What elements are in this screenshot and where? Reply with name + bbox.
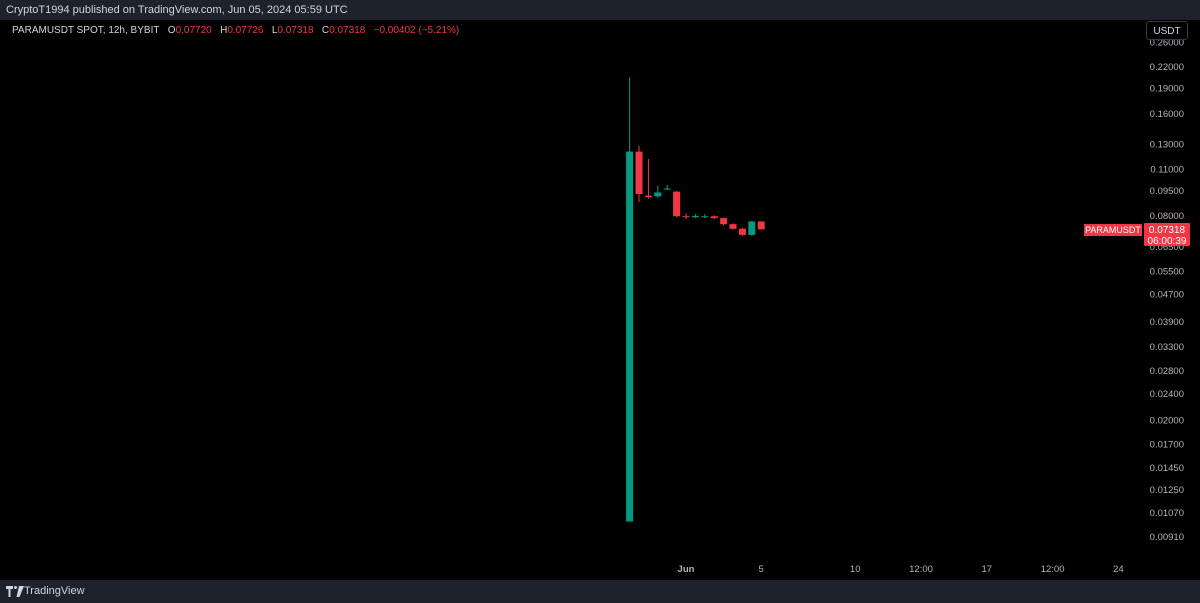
change-value: −0.00402 (−5.21%) (373, 25, 460, 36)
candle-up (748, 221, 756, 235)
brand-name: TradingView (24, 585, 85, 597)
symbol-tag-label: PARAMUSDT (1085, 225, 1141, 235)
y-tick-label: 0.01700 (1150, 440, 1184, 451)
close-value: 0.07318 (329, 25, 366, 36)
y-tick-label: 0.04700 (1150, 290, 1184, 301)
y-tick-label: 0.16000 (1150, 109, 1184, 120)
y-tick-label: 0.02800 (1150, 366, 1184, 377)
ohlc-legend: PARAMUSDT SPOT, 12h, BYBIT O0.07720 H0.0… (12, 25, 459, 36)
close-label: C (321, 25, 330, 36)
last-price-tag: PARAMUSDT 0.07318 06:00:39 (1084, 223, 1190, 247)
footer-bar: TradingView (0, 580, 1200, 603)
x-tick-label: 12:00 (909, 564, 933, 575)
y-tick-label: 0.13000 (1150, 140, 1184, 151)
price-tag-bg (1144, 223, 1190, 246)
y-tick-label: 0.01450 (1150, 463, 1184, 474)
y-tick-label: 0.19000 (1150, 84, 1184, 95)
symbol-info: PARAMUSDT SPOT, 12h, BYBIT (12, 25, 160, 36)
candle-down (720, 218, 728, 225)
open-label: O (167, 25, 176, 36)
price-tag-value: 0.07318 (1149, 225, 1186, 236)
y-tick-label: 0.09500 (1150, 186, 1184, 197)
candle-down (673, 191, 681, 217)
price-tag-countdown: 06:00:39 (1148, 236, 1187, 247)
candle-down (729, 224, 737, 229)
y-tick-label: 0.02400 (1150, 389, 1184, 400)
open-value: 0.07720 (175, 25, 212, 36)
y-tick-label: 0.08000 (1150, 211, 1184, 222)
published-bar: CryptoT1994 published on TradingView.com… (0, 0, 1200, 20)
candle-up (663, 188, 671, 190)
y-axis: 0.26000 0.22000 0.19000 0.16000 0.13000 0.110… (1150, 37, 1184, 543)
y-tick-label: 0.03300 (1150, 342, 1184, 353)
candle-down (738, 228, 746, 235)
x-tick-label: 17 (982, 564, 993, 575)
candle-down (757, 221, 765, 230)
y-tick-label: 0.00910 (1150, 532, 1184, 543)
low-value: 0.07318 (277, 25, 314, 36)
x-tick-label: 10 (850, 564, 861, 575)
currency-unit-button[interactable]: USDT (1146, 21, 1188, 40)
candle-up (691, 215, 699, 218)
high-value: 0.07726 (227, 25, 264, 36)
candle-up (626, 151, 634, 522)
candle-up (654, 192, 662, 197)
y-tick-label: 0.05500 (1150, 267, 1184, 278)
y-tick-label: 0.01250 (1150, 485, 1184, 496)
y-tick-label: 0.26000 (1150, 37, 1184, 48)
candle-up (701, 216, 709, 218)
candles (626, 77, 765, 522)
y-tick-label: 0.02000 (1150, 416, 1184, 427)
y-tick-label: 0.22000 (1150, 62, 1184, 73)
candle-down (682, 216, 690, 218)
x-tick-label: 5 (759, 564, 764, 575)
y-tick-label: 0.03900 (1150, 317, 1184, 328)
chart-area[interactable] (8, 20, 1192, 578)
x-tick-label: Jun (678, 564, 695, 575)
candle-down (644, 195, 652, 198)
y-tick-label: 0.06500 (1150, 242, 1184, 253)
candle-down (635, 151, 643, 195)
tradingview-logo-icon (6, 586, 24, 597)
y-tick-label: 0.01070 (1150, 508, 1184, 519)
candle-down (710, 216, 718, 219)
x-tick-label: 24 (1113, 564, 1124, 575)
y-tick-label: 0.11000 (1150, 164, 1184, 175)
low-label: L (271, 25, 278, 36)
published-text: CryptoT1994 published on TradingView.com… (6, 4, 348, 16)
x-axis: Jun 5 10 12:00 17 12:00 24 (678, 564, 1124, 575)
high-label: H (220, 25, 228, 36)
symbol-tag-bg (1084, 224, 1142, 236)
x-tick-label: 12:00 (1041, 564, 1065, 575)
